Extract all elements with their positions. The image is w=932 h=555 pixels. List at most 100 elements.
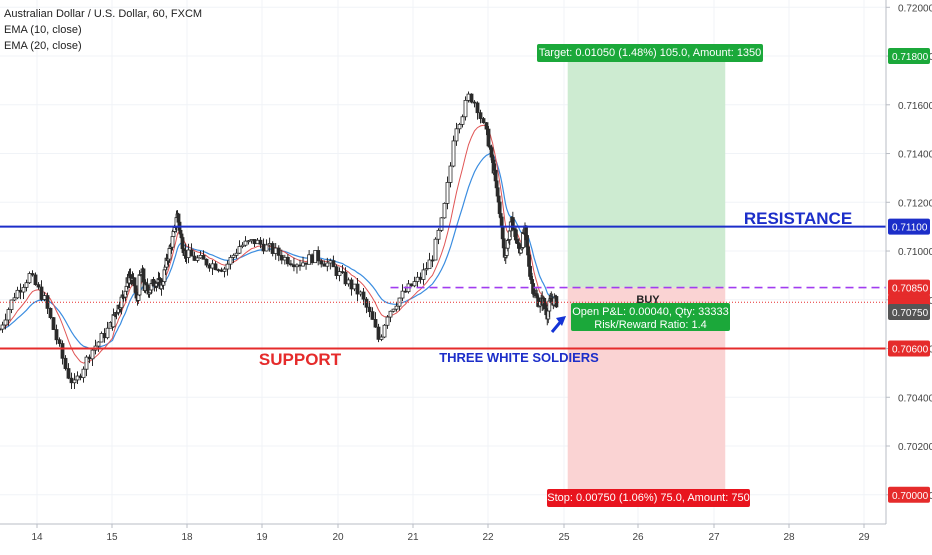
candle-body bbox=[57, 339, 62, 344]
candle-body bbox=[475, 102, 480, 114]
candle-body bbox=[207, 264, 212, 269]
candle-body bbox=[500, 226, 505, 240]
candle-body bbox=[361, 291, 366, 300]
candle-body bbox=[385, 316, 390, 326]
time-tick-label: 22 bbox=[482, 532, 494, 543]
candle-body bbox=[412, 281, 417, 287]
candle-body bbox=[391, 308, 396, 312]
candle-body bbox=[307, 254, 312, 265]
candle-body bbox=[39, 286, 44, 300]
candle-body bbox=[448, 165, 453, 183]
price-axis-tag-text: 0.71800 bbox=[892, 52, 929, 63]
pnl-label bbox=[571, 303, 730, 331]
candle-body bbox=[255, 239, 260, 245]
resistance-label: RESISTANCE bbox=[744, 209, 852, 228]
candle-body bbox=[75, 375, 80, 381]
time-tick-label: 14 bbox=[31, 532, 43, 543]
price-tick-label: 0.71000 bbox=[898, 247, 932, 258]
candle-body bbox=[69, 377, 74, 384]
candle-body bbox=[87, 356, 92, 360]
chart-legend: Australian Dollar / U.S. Dollar, 60, FXC… bbox=[4, 6, 202, 54]
candle-body bbox=[237, 246, 242, 254]
price-tick-label: 0.71200 bbox=[898, 198, 932, 209]
candle-body bbox=[376, 326, 381, 340]
candle-body bbox=[373, 319, 378, 328]
candle-body bbox=[96, 341, 101, 347]
candle-body bbox=[222, 268, 227, 272]
candle-body bbox=[484, 122, 489, 130]
candle-body bbox=[382, 324, 387, 338]
candle-body bbox=[439, 217, 444, 231]
candle-body bbox=[322, 263, 327, 267]
price-tick-label: 0.70200 bbox=[898, 442, 932, 453]
candle-body bbox=[261, 243, 266, 252]
candle-body bbox=[469, 93, 474, 103]
candle-body bbox=[167, 247, 172, 260]
candle-body bbox=[276, 247, 281, 256]
candle-body bbox=[445, 182, 450, 204]
candle-body bbox=[427, 259, 432, 269]
candle-body bbox=[6, 309, 11, 321]
legend-symbol[interactable]: Australian Dollar / U.S. Dollar, 60, FXC… bbox=[4, 8, 203, 20]
pnl-label-text: Open P&L: 0.00040, Qty: 33333 bbox=[572, 306, 729, 318]
price-axis-tag bbox=[888, 48, 930, 65]
candle-body bbox=[267, 243, 272, 246]
candle-body bbox=[319, 260, 324, 265]
stop-label bbox=[547, 489, 750, 507]
legend-ema10[interactable]: EMA (10, close) bbox=[4, 24, 82, 36]
candle-body bbox=[400, 290, 405, 299]
candle-body bbox=[528, 265, 532, 277]
price-axis-tag bbox=[888, 279, 930, 296]
candle-body bbox=[198, 254, 203, 259]
candle-body bbox=[295, 264, 299, 268]
candle-body bbox=[367, 306, 372, 313]
candle-body bbox=[30, 273, 35, 276]
price-axis-tag bbox=[888, 340, 930, 357]
candle-body bbox=[430, 259, 435, 262]
candle-body bbox=[301, 262, 305, 267]
candle-body bbox=[292, 264, 296, 268]
candle-body bbox=[279, 254, 284, 261]
candle-body bbox=[337, 271, 342, 276]
candle-body bbox=[460, 116, 465, 125]
candle-body bbox=[252, 239, 257, 245]
price-axis-tag bbox=[888, 303, 930, 320]
stop-label-text: Stop: 0.00750 (1.06%) 75.0, Amount: 750 bbox=[547, 492, 749, 504]
candle-body bbox=[195, 257, 200, 261]
candle-body bbox=[466, 93, 471, 101]
candle-body bbox=[349, 279, 354, 290]
candle-body bbox=[33, 274, 38, 286]
candle-body bbox=[189, 249, 194, 257]
candle-body bbox=[370, 311, 375, 320]
candle-body bbox=[186, 249, 191, 259]
candle-body bbox=[54, 329, 59, 341]
candle-body bbox=[328, 260, 333, 264]
candle-body bbox=[63, 357, 68, 369]
candle-body bbox=[457, 123, 462, 130]
candle-body bbox=[442, 202, 447, 219]
candle-body bbox=[394, 305, 399, 310]
price-tick-label: 0.72000 bbox=[898, 3, 932, 14]
price-tick-label: 0.70400 bbox=[898, 393, 932, 404]
ema10-line bbox=[0, 124, 557, 364]
candle-body bbox=[137, 274, 142, 296]
candle-body bbox=[285, 256, 290, 265]
candle-body bbox=[246, 240, 251, 243]
candle-body bbox=[99, 333, 104, 343]
candle-body bbox=[379, 336, 384, 340]
candle-body bbox=[310, 254, 315, 264]
candle-body bbox=[228, 257, 233, 265]
price-tick-label: 0.71600 bbox=[898, 101, 932, 112]
candle-body bbox=[421, 269, 426, 280]
candle-body bbox=[210, 263, 215, 269]
candle-body bbox=[424, 268, 429, 271]
legend-ema20[interactable]: EMA (20, close) bbox=[4, 40, 82, 52]
price-axis-tag-text: 0.71100 bbox=[892, 223, 928, 234]
time-tick-label: 28 bbox=[783, 532, 795, 543]
candle-body bbox=[270, 243, 275, 254]
candle-body bbox=[478, 112, 483, 119]
candle-body bbox=[81, 368, 86, 379]
pattern-arrow-head bbox=[556, 316, 566, 326]
